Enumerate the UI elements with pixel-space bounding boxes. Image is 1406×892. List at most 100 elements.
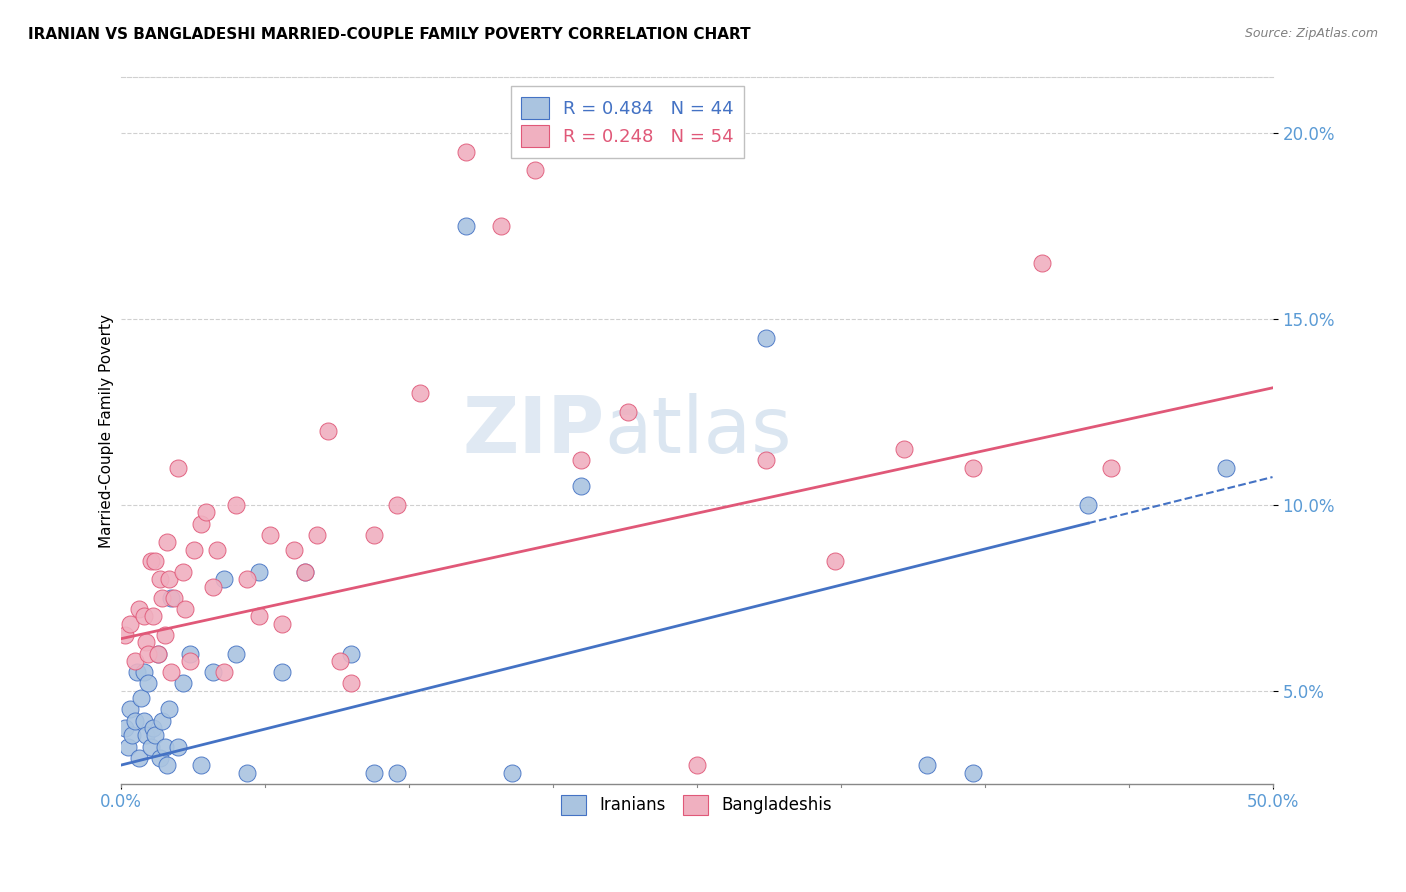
Point	[117, 739, 139, 754]
Point	[214, 665, 236, 680]
Point	[153, 739, 176, 754]
Point	[340, 647, 363, 661]
Point	[143, 728, 166, 742]
Point	[149, 572, 172, 586]
Y-axis label: Married-Couple Family Poverty: Married-Couple Family Poverty	[100, 314, 114, 548]
Point	[128, 602, 150, 616]
Point	[118, 616, 141, 631]
Point	[153, 628, 176, 642]
Point	[259, 527, 281, 541]
Point	[1077, 498, 1099, 512]
Point	[114, 721, 136, 735]
Point	[157, 572, 180, 586]
Point	[190, 758, 212, 772]
Point	[183, 542, 205, 557]
Point	[138, 647, 160, 661]
Text: Source: ZipAtlas.com: Source: ZipAtlas.com	[1244, 27, 1378, 40]
Point	[190, 516, 212, 531]
Point	[489, 219, 512, 234]
Point	[962, 460, 984, 475]
Point	[201, 665, 224, 680]
Point	[124, 714, 146, 728]
Point	[114, 628, 136, 642]
Point	[207, 542, 229, 557]
Point	[172, 676, 194, 690]
Point	[128, 750, 150, 764]
Point	[142, 609, 165, 624]
Point	[135, 728, 157, 742]
Point	[271, 665, 294, 680]
Point	[236, 765, 259, 780]
Point	[305, 527, 328, 541]
Point	[385, 765, 408, 780]
Point	[118, 702, 141, 716]
Point	[385, 498, 408, 512]
Point	[172, 565, 194, 579]
Point	[363, 765, 385, 780]
Point	[363, 527, 385, 541]
Point	[1031, 256, 1053, 270]
Point	[247, 565, 270, 579]
Point	[294, 565, 316, 579]
Text: IRANIAN VS BANGLADESHI MARRIED-COUPLE FAMILY POVERTY CORRELATION CHART: IRANIAN VS BANGLADESHI MARRIED-COUPLE FA…	[28, 27, 751, 42]
Point	[125, 665, 148, 680]
Point	[501, 765, 523, 780]
Point	[132, 665, 155, 680]
Legend: Iranians, Bangladeshis: Iranians, Bangladeshis	[551, 784, 842, 825]
Point	[755, 331, 778, 345]
Point	[755, 453, 778, 467]
Point	[160, 665, 183, 680]
Text: atlas: atlas	[605, 392, 792, 468]
Point	[167, 460, 190, 475]
Point	[316, 424, 339, 438]
Point	[236, 572, 259, 586]
Point	[139, 554, 162, 568]
Point	[156, 758, 179, 772]
Point	[616, 405, 638, 419]
Point	[163, 591, 186, 605]
Point	[1099, 460, 1122, 475]
Point	[156, 535, 179, 549]
Point	[160, 591, 183, 605]
Point	[146, 647, 169, 661]
Point	[571, 479, 593, 493]
Point	[893, 442, 915, 457]
Point	[146, 647, 169, 661]
Point	[195, 505, 218, 519]
Point	[124, 654, 146, 668]
Point	[149, 750, 172, 764]
Point	[409, 386, 432, 401]
Point	[214, 572, 236, 586]
Point	[157, 702, 180, 716]
Text: ZIP: ZIP	[463, 392, 605, 468]
Point	[179, 647, 201, 661]
Point	[524, 163, 547, 178]
Point	[962, 765, 984, 780]
Point	[179, 654, 201, 668]
Point	[143, 554, 166, 568]
Point	[294, 565, 316, 579]
Point	[138, 676, 160, 690]
Point	[824, 554, 846, 568]
Point	[685, 758, 707, 772]
Point	[340, 676, 363, 690]
Point	[271, 616, 294, 631]
Point	[915, 758, 938, 772]
Point	[150, 714, 173, 728]
Point	[150, 591, 173, 605]
Point	[139, 739, 162, 754]
Point	[142, 721, 165, 735]
Point	[247, 609, 270, 624]
Point	[456, 219, 478, 234]
Point	[225, 647, 247, 661]
Point	[174, 602, 197, 616]
Point	[1215, 460, 1237, 475]
Point	[132, 714, 155, 728]
Point	[456, 145, 478, 159]
Point	[225, 498, 247, 512]
Point	[329, 654, 352, 668]
Point	[131, 691, 153, 706]
Point	[135, 635, 157, 649]
Point	[121, 728, 143, 742]
Point	[571, 453, 593, 467]
